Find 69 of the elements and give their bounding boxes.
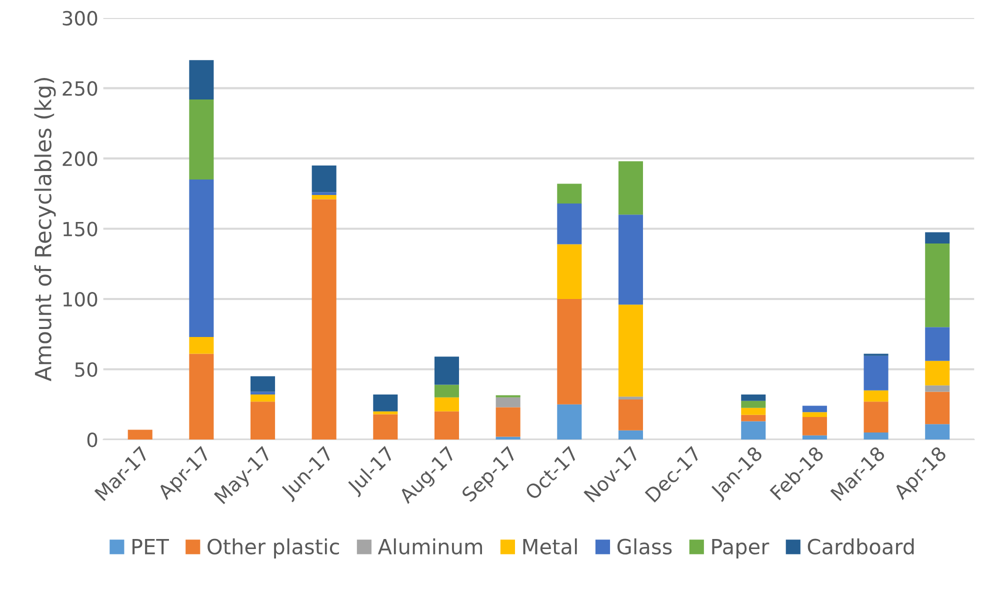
bar [250, 394, 276, 402]
bar [925, 327, 950, 361]
bar [925, 232, 950, 244]
bar [618, 396, 643, 400]
legend-label: Aluminum [378, 538, 482, 555]
bar [925, 243, 950, 328]
bar [128, 430, 152, 440]
bar [557, 244, 582, 299]
legend-label: Metal [523, 538, 577, 555]
bar [189, 336, 214, 354]
bar [925, 385, 950, 392]
y-tick-label: 250 [62, 81, 98, 96]
bar [741, 408, 766, 415]
bar [557, 184, 582, 204]
bar [312, 165, 336, 192]
bar [312, 195, 336, 200]
bar [802, 417, 827, 436]
legend-label: Other plastic [208, 538, 339, 559]
bar [741, 414, 766, 422]
legend-label: Cardboard [808, 538, 914, 555]
bar [864, 402, 888, 433]
bar [618, 161, 643, 215]
legend-label: Glass [617, 538, 672, 555]
bar [373, 414, 398, 440]
bar [802, 435, 827, 440]
bar [557, 404, 582, 440]
y-tick-label: 300 [62, 10, 98, 26]
legend-label: PET [132, 539, 169, 554]
bar [618, 304, 643, 397]
bar [373, 394, 398, 412]
bar [618, 430, 643, 440]
y-tick-label: 150 [63, 222, 98, 236]
bar [557, 203, 582, 244]
y-tick-label: 50 [75, 362, 98, 377]
bar [250, 376, 276, 392]
bar [925, 392, 950, 424]
bar [434, 397, 460, 412]
bar [618, 214, 643, 305]
bar [741, 400, 766, 408]
bar [434, 411, 460, 440]
bar [802, 406, 827, 412]
bar [864, 356, 888, 390]
bar [618, 399, 643, 430]
bar [434, 384, 460, 398]
bar [496, 407, 520, 437]
bar [496, 397, 520, 408]
bar [434, 356, 460, 385]
bar [250, 402, 276, 440]
bar [925, 360, 950, 386]
bar [741, 394, 766, 401]
y-axis-title: Amount of Recyclables (kg) [34, 78, 56, 382]
bar [925, 424, 950, 440]
bar [189, 99, 214, 180]
legend-label: Paper [712, 539, 770, 559]
bar [802, 412, 827, 418]
bar [189, 180, 214, 337]
bar [250, 392, 276, 395]
bar [557, 299, 582, 404]
y-tick-label: 200 [62, 151, 98, 166]
y-tick-label: 100 [63, 292, 98, 307]
y-tick-label: 0 [87, 432, 98, 448]
bar [496, 436, 520, 440]
bar [312, 199, 336, 440]
bar [741, 421, 766, 440]
bar [189, 60, 214, 100]
bar [864, 432, 888, 440]
bar [864, 390, 888, 402]
bar [312, 192, 336, 196]
bar [189, 354, 214, 440]
